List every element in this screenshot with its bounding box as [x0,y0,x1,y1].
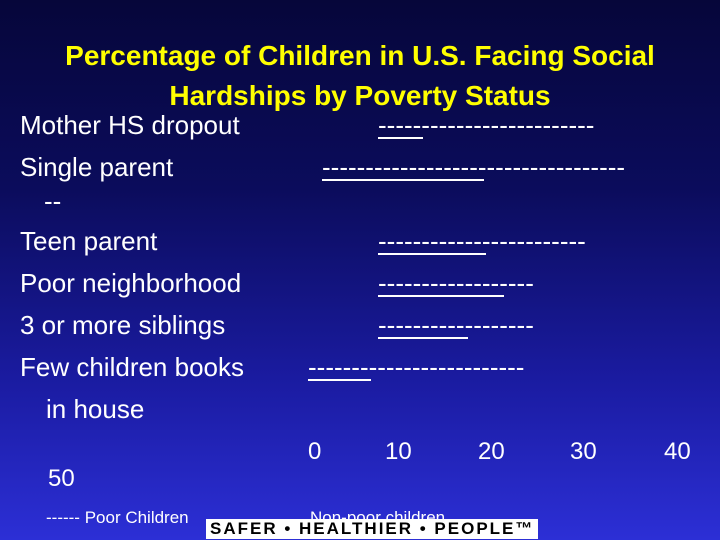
x-tick-label-extra: 50 [48,465,75,492]
x-tick-label-4: 40 [664,438,691,465]
bar-nonpoor-4 [378,295,504,297]
bar-poor-0: ------------------------- [378,110,595,140]
row-label-5: 3 or more siblings [20,310,226,340]
x-tick-label-0: 0 [308,438,322,465]
x-tick-label-3: 30 [570,438,597,465]
row-label-7: in house [46,394,145,424]
bar-nonpoor-3 [378,253,486,255]
bar-poor-5: ------------------ [378,310,534,340]
row-label-0: Mother HS dropout [20,110,240,140]
bar-poor-1: ----------------------------------- [322,152,626,182]
bar-poor-4: ------------------ [378,268,534,298]
bar-nonpoor-6 [308,379,371,381]
bar-nonpoor-5 [378,337,468,339]
bar-nonpoor-1 [322,179,484,181]
bar-poor-3: ------------------------ [378,226,586,256]
x-tick-label-2: 20 [478,438,505,465]
row-label-4: Poor neighborhood [20,268,242,298]
row-label-3: Teen parent [20,226,158,256]
row-label-6: Few children books [20,352,244,382]
row-label-1: Single parent [20,152,174,182]
x-tick-label-1: 10 [385,438,412,465]
bar-nonpoor-0 [378,137,423,139]
legend-poor-children: ------ Poor Children [46,508,189,527]
row-label-2: -- [44,186,62,216]
bar-poor-6: ------------------------- [308,352,525,382]
chart-title-line-1: Percentage of Children in U.S. Facing So… [65,40,655,71]
chart-title: Percentage of Children in U.S. Facing So… [0,36,720,116]
chart-title-line-2: Hardships by Poverty Status [169,80,551,111]
safer-healthier-people-logo: SAFER • HEALTHIER • PEOPLE™ [206,519,539,539]
